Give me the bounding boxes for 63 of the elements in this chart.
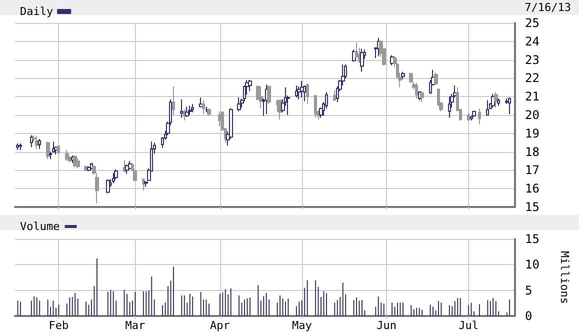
candlestick bbox=[420, 90, 424, 103]
y-tick-label: 25 bbox=[525, 16, 540, 30]
candlestick bbox=[448, 96, 451, 118]
y-tick-label: 10 bbox=[525, 258, 540, 272]
y-tick-label: 22 bbox=[525, 71, 540, 86]
y-tick-label: 15 bbox=[525, 232, 540, 246]
candlestick bbox=[434, 72, 438, 86]
candlestick bbox=[199, 97, 203, 108]
candlestick bbox=[191, 103, 194, 113]
y-tick-label: 21 bbox=[525, 90, 540, 104]
x-tick-label: May bbox=[292, 319, 312, 332]
candlestick bbox=[180, 98, 183, 118]
candlestick bbox=[377, 37, 380, 57]
x-tick-label: Mar bbox=[125, 319, 146, 332]
y-tick-label: 20 bbox=[525, 108, 540, 122]
candlestick bbox=[486, 100, 489, 116]
legend-label: Volume bbox=[20, 220, 60, 233]
candlestick bbox=[248, 80, 252, 92]
candlestick bbox=[306, 83, 309, 104]
legend-label: Daily bbox=[20, 5, 54, 18]
candlestick bbox=[202, 100, 205, 115]
candlestick bbox=[470, 115, 473, 122]
candlestick bbox=[333, 90, 336, 101]
candlestick bbox=[207, 108, 211, 116]
candlestick bbox=[303, 85, 306, 102]
y-tick-label: 5 bbox=[525, 283, 532, 298]
candlestick bbox=[494, 92, 498, 108]
candlestick bbox=[467, 112, 470, 122]
candlestick bbox=[497, 98, 500, 106]
y-tick-label: 24 bbox=[525, 34, 540, 48]
candlestick bbox=[237, 97, 241, 112]
y-tick-label: 15 bbox=[525, 200, 540, 214]
candlestick bbox=[172, 86, 175, 116]
candlestick bbox=[478, 108, 481, 125]
y-tick-label: 19 bbox=[525, 126, 540, 140]
candlestick bbox=[205, 106, 208, 113]
y-tick-label: 0 bbox=[525, 309, 532, 323]
y-axis-title: Millions bbox=[558, 251, 571, 304]
candlestick bbox=[472, 110, 476, 118]
y-tick-label: 18 bbox=[525, 144, 540, 159]
candlestick bbox=[415, 82, 418, 99]
x-tick-label: Jul bbox=[458, 319, 478, 332]
candlestick bbox=[267, 85, 271, 104]
candlestick bbox=[188, 105, 192, 116]
text: 7/16/13 bbox=[524, 1, 571, 14]
candlestick bbox=[508, 97, 511, 115]
x-tick-label: Feb bbox=[48, 319, 69, 332]
candlestick bbox=[185, 106, 189, 118]
x-tick-label: Jun bbox=[376, 319, 397, 332]
candlestick bbox=[491, 93, 495, 108]
y-tick-label: 16 bbox=[525, 182, 540, 196]
candlestick bbox=[265, 84, 268, 115]
candlestick bbox=[142, 178, 145, 191]
candlestick bbox=[300, 80, 304, 98]
candlestick bbox=[259, 86, 263, 110]
y-tick-label: 17 bbox=[525, 163, 540, 178]
candlestick bbox=[314, 95, 317, 118]
candlestick bbox=[218, 110, 222, 127]
x-tick-label: Apr bbox=[210, 319, 230, 332]
y-tick-label: 23 bbox=[525, 52, 540, 67]
candlestick bbox=[401, 71, 405, 80]
candlestick bbox=[295, 85, 298, 98]
candlestick bbox=[360, 48, 364, 72]
